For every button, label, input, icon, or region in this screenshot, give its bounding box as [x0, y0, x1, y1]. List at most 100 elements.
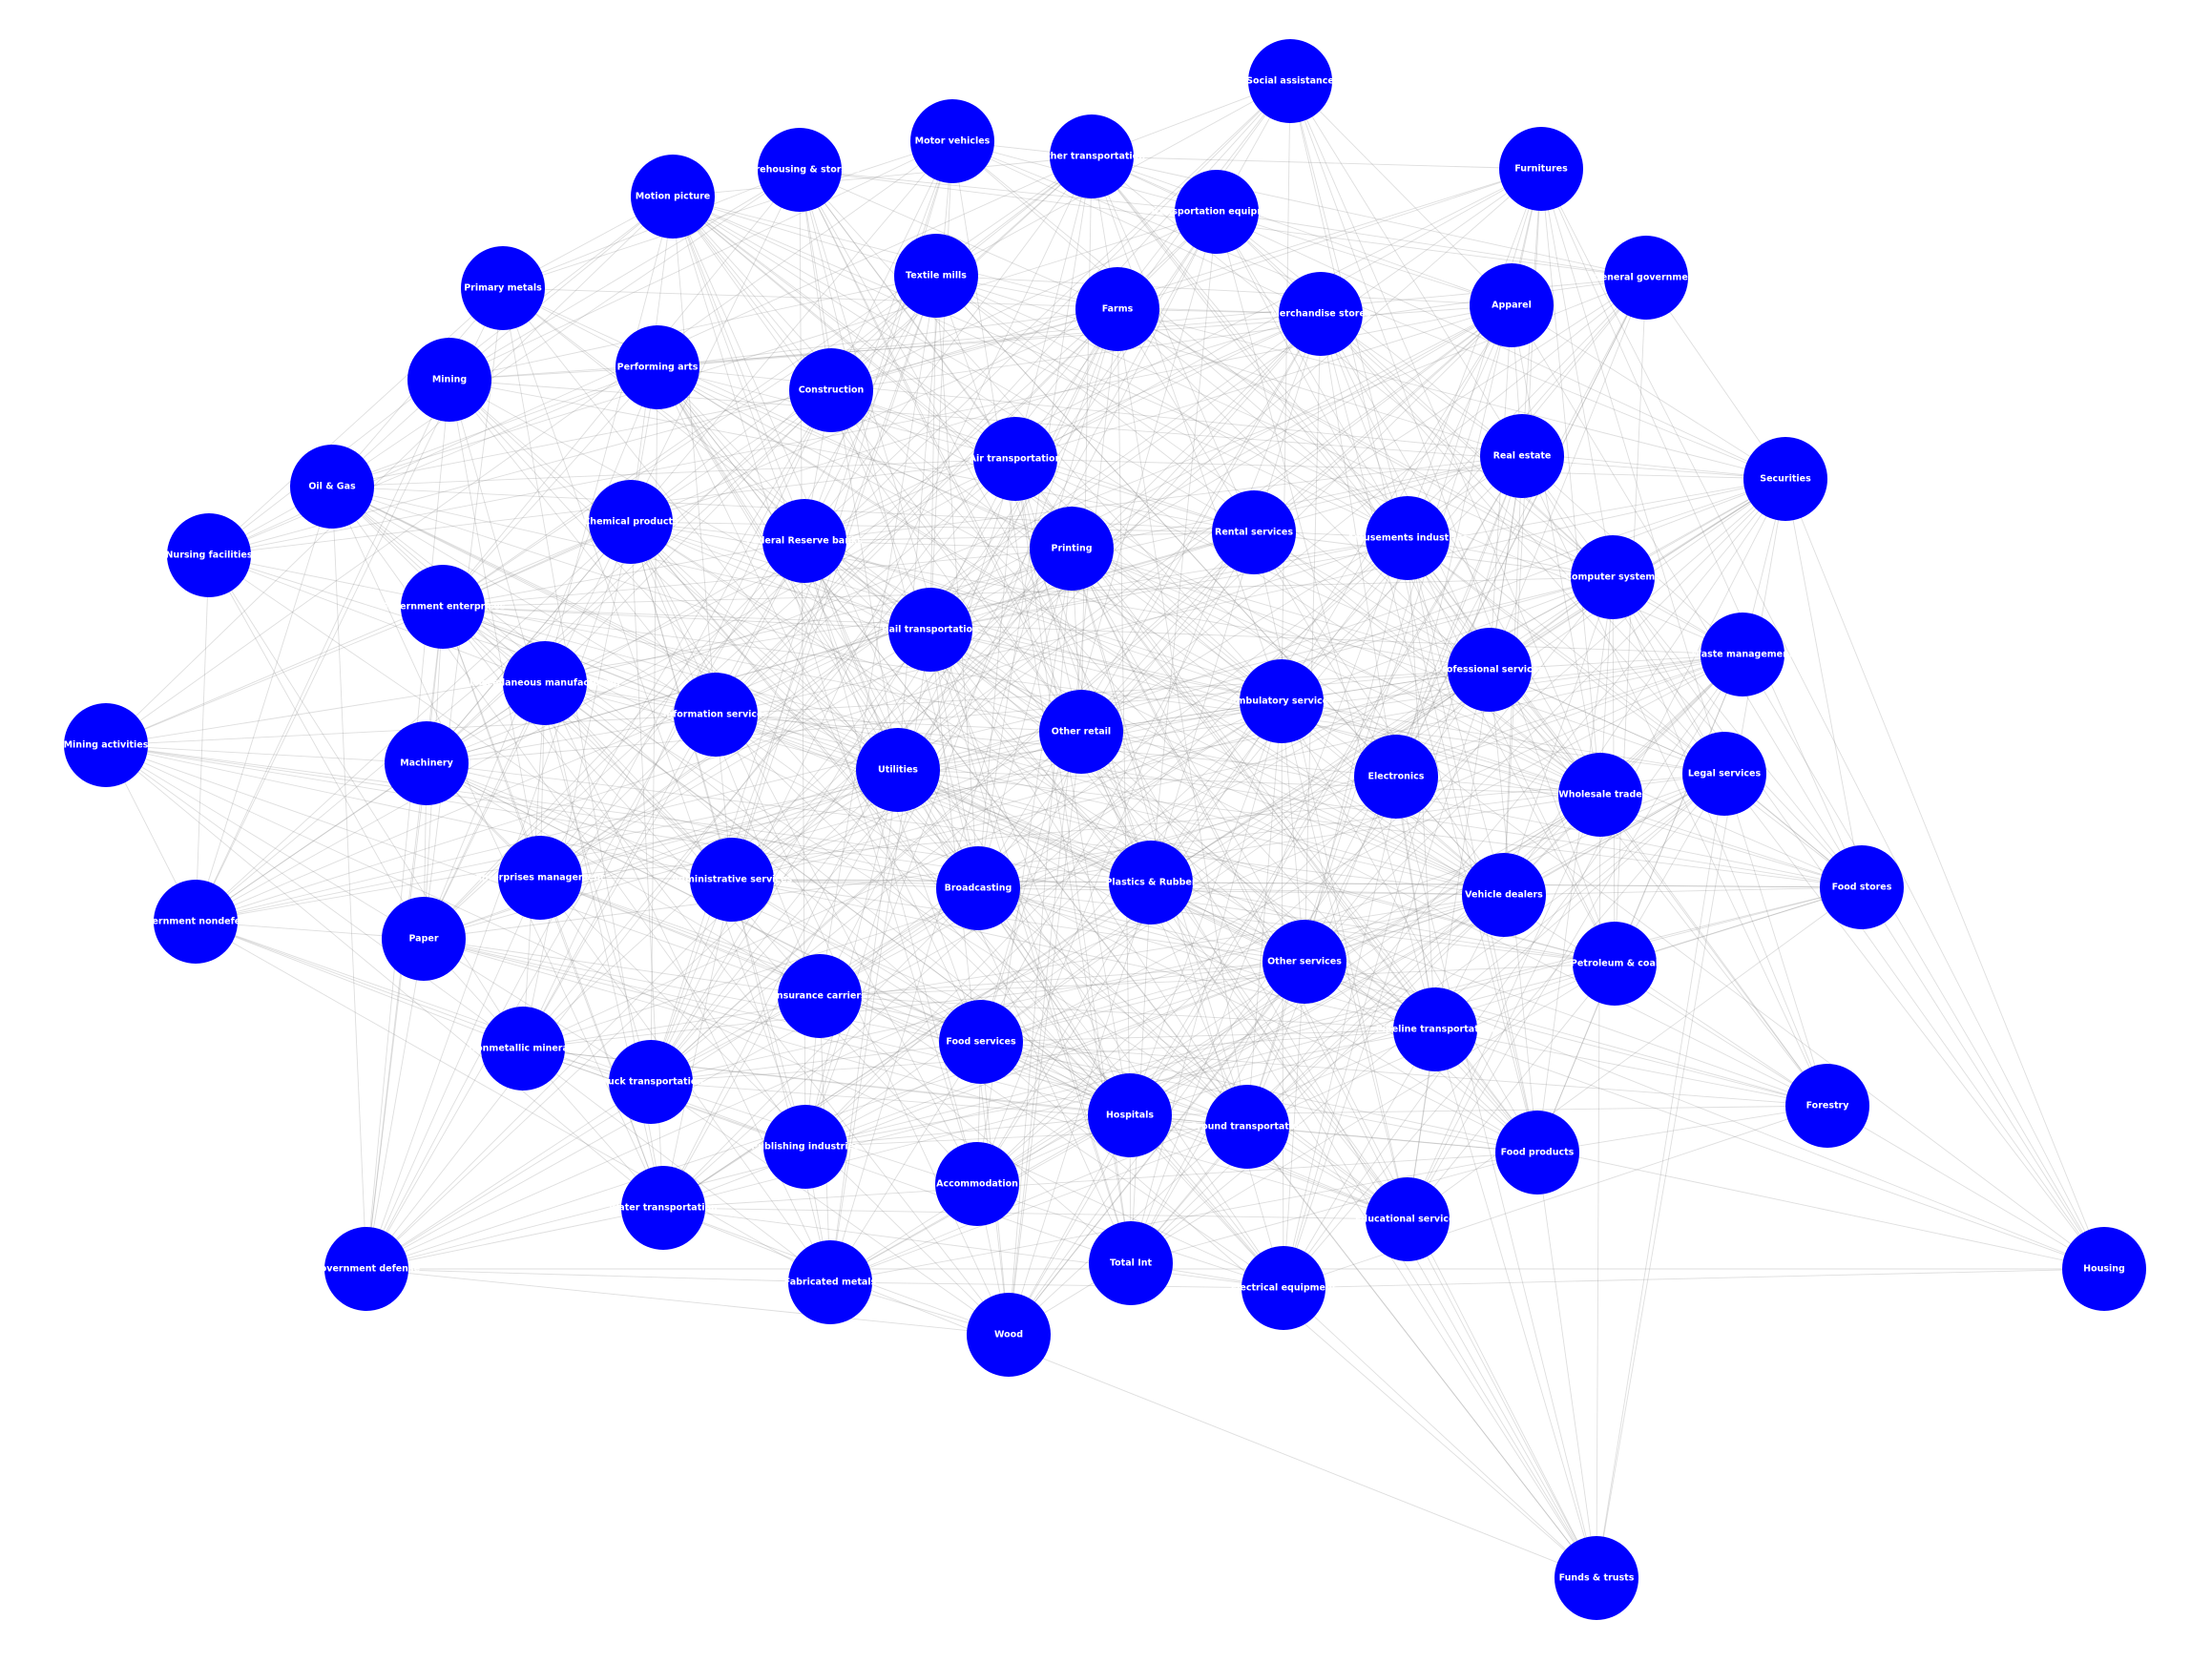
node-computer-systems[interactable]: Computer systems: [1565, 535, 1660, 619]
node-circle[interactable]: [1279, 272, 1363, 356]
node-circle[interactable]: [1240, 659, 1324, 743]
node-circle[interactable]: [1109, 841, 1193, 924]
node-circle[interactable]: [1393, 987, 1477, 1071]
node-insurance-carriers[interactable]: Insurance carriers: [773, 954, 866, 1038]
node-circle[interactable]: [385, 721, 469, 805]
node-other-transportation[interactable]: Other transportation: [1038, 114, 1145, 198]
node-circle[interactable]: [1366, 1177, 1450, 1261]
node-enterprises-management[interactable]: Enterprises management: [475, 836, 605, 920]
node-circle[interactable]: [973, 417, 1057, 501]
node-farms[interactable]: Farms: [1075, 267, 1159, 351]
node-textile-mills[interactable]: Textile mills: [894, 234, 978, 318]
node-circle[interactable]: [894, 234, 978, 318]
node-circle[interactable]: [616, 325, 699, 409]
node-circle[interactable]: [589, 480, 673, 564]
node-circle[interactable]: [1499, 127, 1583, 211]
node-vehicle-dealers[interactable]: Vehicle dealers: [1462, 853, 1546, 937]
node-circle[interactable]: [481, 1007, 565, 1091]
node-plastics-rubber[interactable]: Plastics & Rubber: [1105, 841, 1197, 924]
node-circle[interactable]: [935, 1142, 1019, 1226]
node-circle[interactable]: [1088, 1073, 1172, 1157]
node-ambulatory-services[interactable]: Ambulatory services: [1229, 659, 1334, 743]
node-circle[interactable]: [382, 897, 466, 981]
node-nonmetallic-minerals[interactable]: Nonmetallic minerals: [469, 1007, 577, 1091]
node-merchandise-stores[interactable]: Merchandise stores: [1270, 272, 1371, 356]
node-circle[interactable]: [910, 99, 994, 183]
node-circle[interactable]: [856, 728, 940, 812]
node-amusements-industries[interactable]: Amusements industries: [1347, 496, 1469, 580]
node-electrical-equipment[interactable]: Electrical equipment: [1231, 1246, 1337, 1330]
node-other-retail[interactable]: Other retail: [1039, 690, 1123, 774]
node-circle[interactable]: [1604, 236, 1688, 320]
node-paper[interactable]: Paper: [382, 897, 466, 981]
node-circle[interactable]: [1480, 414, 1564, 498]
node-circle[interactable]: [778, 954, 862, 1038]
node-oil-gas[interactable]: Oil & Gas: [290, 445, 374, 529]
node-circle[interactable]: [1470, 263, 1554, 347]
node-primary-metals[interactable]: Primary metals: [461, 246, 545, 330]
node-broadcasting[interactable]: Broadcasting: [936, 846, 1020, 930]
node-circle[interactable]: [621, 1166, 705, 1250]
node-circle[interactable]: [674, 673, 758, 757]
node-circle[interactable]: [1820, 845, 1904, 929]
node-machinery[interactable]: Machinery: [385, 721, 469, 805]
node-circle[interactable]: [762, 499, 846, 583]
node-circle[interactable]: [788, 1240, 872, 1324]
node-social-assistance[interactable]: Social assistance: [1246, 39, 1334, 123]
node-circle[interactable]: [967, 1293, 1051, 1377]
node-real-estate[interactable]: Real estate: [1480, 414, 1564, 498]
node-government-defense[interactable]: Government defense: [313, 1227, 420, 1311]
node-government-enterprises[interactable]: Government enterprises: [381, 565, 506, 649]
node-accommodation[interactable]: Accommodation: [935, 1142, 1019, 1226]
node-circle[interactable]: [1573, 922, 1657, 1006]
node-circle[interactable]: [290, 445, 374, 529]
node-pipeline-transportation[interactable]: Pipeline transportation: [1376, 987, 1495, 1071]
node-federal-reserve-banks[interactable]: Federal Reserve banks: [746, 499, 863, 583]
node-circle[interactable]: [1050, 114, 1134, 198]
node-circle[interactable]: [167, 513, 251, 597]
node-wholesale-trade[interactable]: Wholesale trade: [1558, 753, 1642, 837]
node-circle[interactable]: [1366, 496, 1450, 580]
node-fabricated-metals[interactable]: Fabricated metals: [784, 1240, 877, 1324]
node-food-stores[interactable]: Food stores: [1820, 845, 1904, 929]
node-circle[interactable]: [631, 155, 715, 239]
node-chemical-products[interactable]: Chemical products: [583, 480, 678, 564]
node-circle[interactable]: [1175, 170, 1259, 254]
node-ground-transportation[interactable]: Ground transportation: [1190, 1085, 1305, 1169]
node-circle[interactable]: [763, 1105, 847, 1189]
node-circle[interactable]: [64, 703, 148, 787]
node-educational-services[interactable]: Educational services: [1355, 1177, 1460, 1261]
node-food-products[interactable]: Food products: [1495, 1111, 1579, 1195]
node-transportation-equipment[interactable]: Transportation equipment: [1150, 170, 1283, 254]
node-circle[interactable]: [1682, 732, 1766, 816]
node-petroleum-coal[interactable]: Petroleum & coal: [1571, 922, 1659, 1006]
node-food-services[interactable]: Food services: [939, 1000, 1023, 1084]
node-publishing-industries[interactable]: Publishing industries: [751, 1105, 860, 1189]
node-circle[interactable]: [324, 1227, 408, 1311]
node-utilities[interactable]: Utilities: [856, 728, 940, 812]
node-hospitals[interactable]: Hospitals: [1088, 1073, 1172, 1157]
node-circle[interactable]: [498, 836, 582, 920]
node-circle[interactable]: [690, 838, 774, 922]
node-circle[interactable]: [1075, 267, 1159, 351]
node-motion-picture[interactable]: Motion picture: [631, 155, 715, 239]
node-circle[interactable]: [407, 338, 491, 422]
node-circle[interactable]: [1354, 735, 1438, 819]
node-general-government[interactable]: General government: [1594, 236, 1700, 320]
node-motor-vehicles[interactable]: Motor vehicles: [910, 99, 994, 183]
node-circle[interactable]: [1448, 628, 1532, 712]
node-circle[interactable]: [1030, 507, 1114, 591]
node-construction[interactable]: Construction: [789, 348, 873, 432]
node-water-transportation[interactable]: Water transportation: [609, 1166, 718, 1250]
node-forestry[interactable]: Forestry: [1785, 1064, 1869, 1148]
node-performing-arts[interactable]: Performing arts: [616, 325, 699, 409]
node-miscellaneous-manufacturing[interactable]: Miscellaneous manufacturing: [470, 641, 620, 725]
node-furnitures[interactable]: Furnitures: [1499, 127, 1583, 211]
node-circle[interactable]: [401, 565, 485, 649]
node-securities[interactable]: Securities: [1743, 437, 1827, 521]
node-administrative-services[interactable]: Administrative services: [672, 838, 793, 922]
node-circle[interactable]: [1555, 1536, 1638, 1620]
node-electronics[interactable]: Electronics: [1354, 735, 1438, 819]
node-rental-services[interactable]: Rental services: [1212, 490, 1296, 574]
node-housing[interactable]: Housing: [2062, 1227, 2146, 1311]
